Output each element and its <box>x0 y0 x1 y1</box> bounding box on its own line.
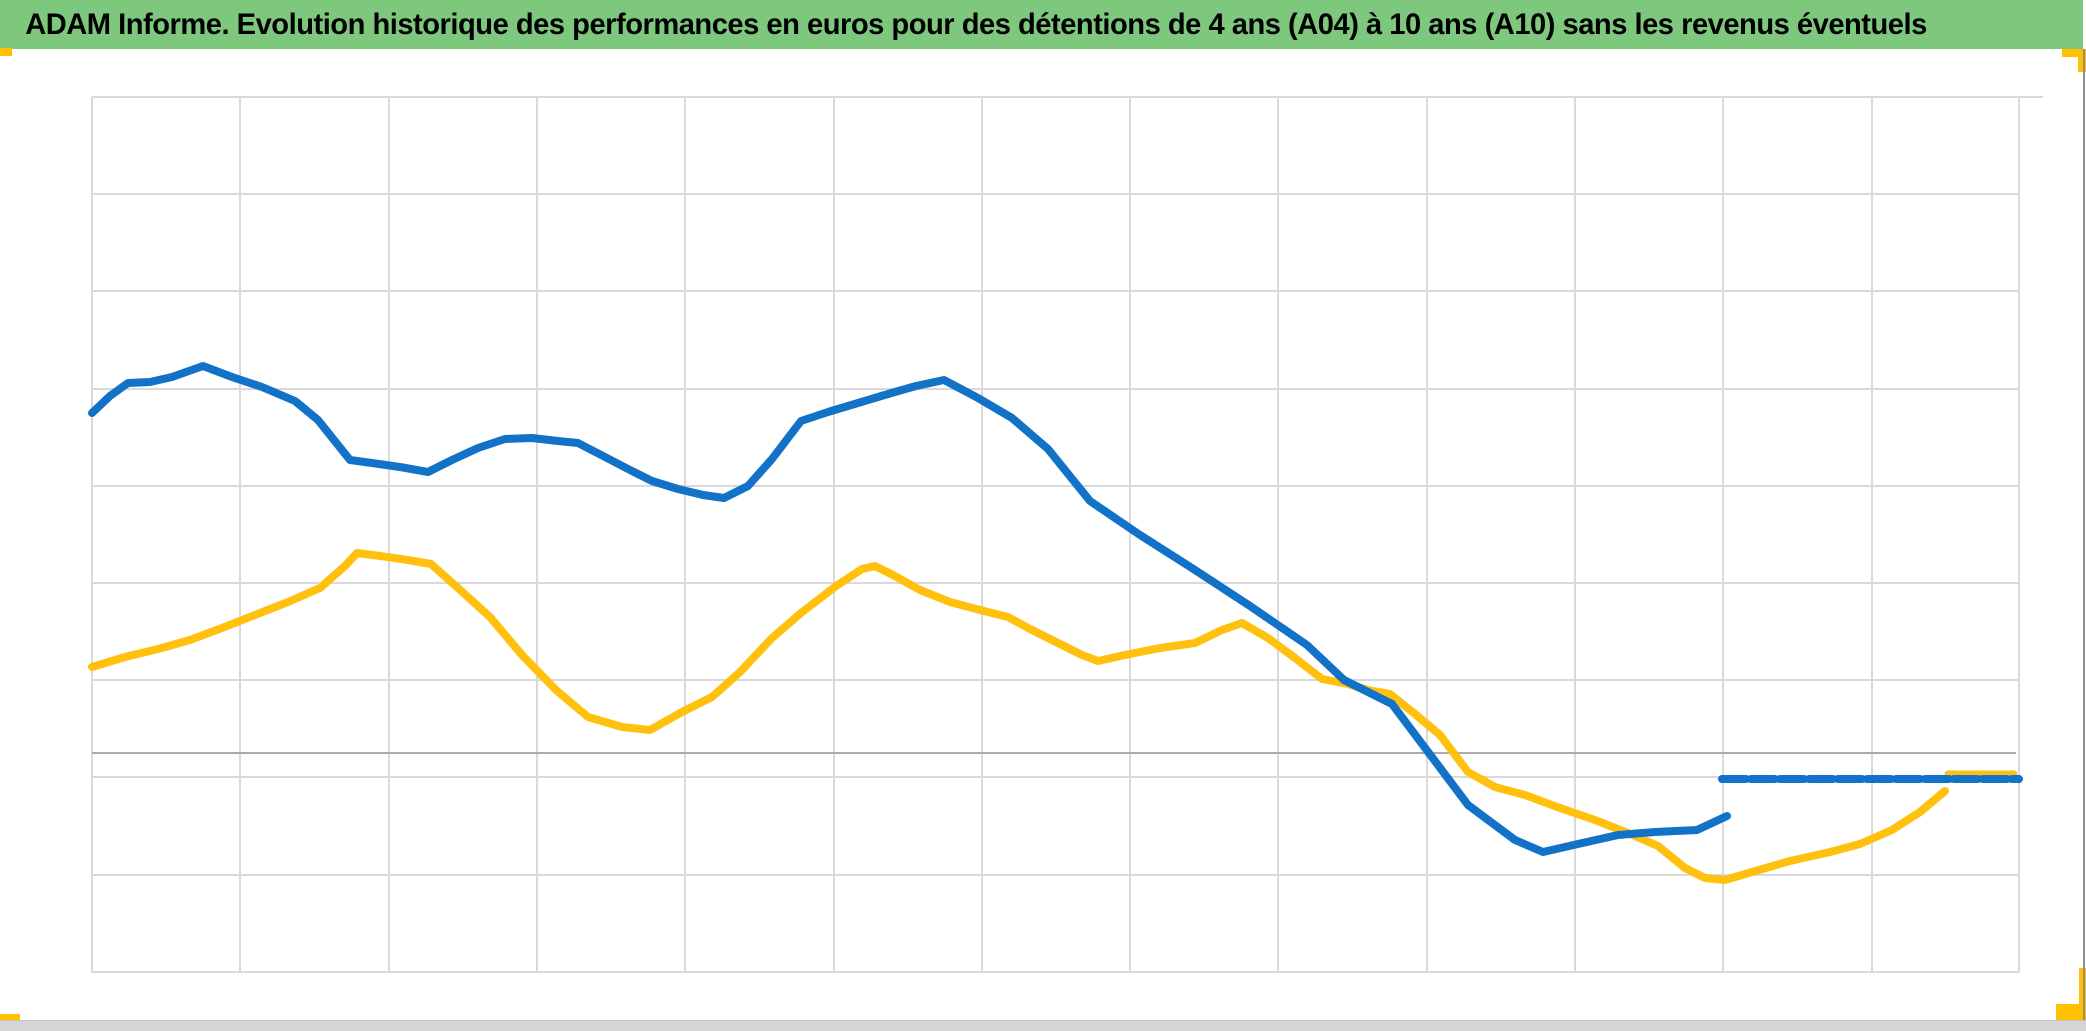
page-title: ADAM Informe. Evolution historique des p… <box>25 7 1927 41</box>
window-right-edge <box>2083 49 2085 1022</box>
series_blue-line <box>88 362 1731 856</box>
header-bar: ADAM Informe. Evolution historique des p… <box>0 0 2083 49</box>
bottom-bar <box>0 1020 2086 1031</box>
selection-handle-top-left[interactable] <box>0 48 12 56</box>
selection-handle-top-right-side[interactable] <box>2078 49 2086 72</box>
selection-handle-top-right[interactable] <box>2062 49 2086 57</box>
selection-handle-bottom-right-side[interactable] <box>2079 968 2086 1008</box>
